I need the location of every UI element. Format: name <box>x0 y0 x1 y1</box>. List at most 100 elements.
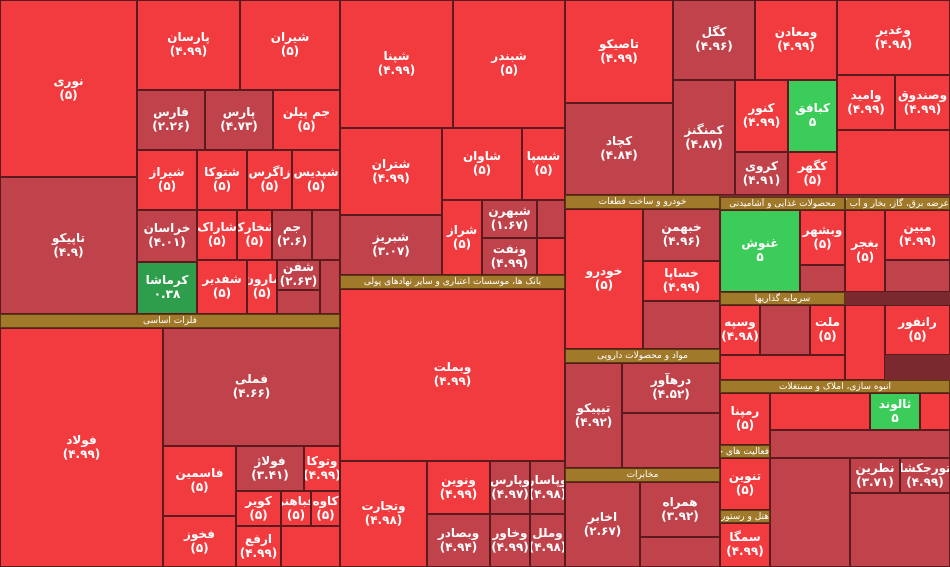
tile-name: کرماشا <box>145 273 189 288</box>
tile-name: شخارک <box>238 220 271 235</box>
tile-name: ملت <box>814 315 841 330</box>
tile-name: درهآور <box>650 373 692 388</box>
tile: فملی (۴.۶۶) <box>163 328 340 446</box>
tile: بغجر (۵) <box>845 210 885 292</box>
tile-label: (۲.۶) <box>276 234 308 248</box>
tile: فارس (۲.۲۶) <box>137 90 205 150</box>
tile-label: (۵) <box>280 44 300 58</box>
tile-label: (۵) <box>190 480 209 494</box>
tile-block <box>920 393 950 430</box>
tile-name: ارفع <box>244 531 273 546</box>
tile-name: کویر <box>245 493 272 508</box>
tile-label: (۵) <box>245 234 264 248</box>
tile: کگل (۴.۹۶) <box>673 0 755 80</box>
tile: شیران (۵) <box>240 0 340 90</box>
tile-name: کگهر <box>797 158 828 173</box>
tile: خبهمن (۴.۹۶) <box>643 209 720 261</box>
tile-name: شپنا <box>383 49 410 64</box>
tile: فخوز (۵) <box>163 516 236 567</box>
tile: کمنگنز (۴.۸۷) <box>673 80 735 195</box>
tile-name: وملل <box>532 525 563 540</box>
tile-name: شبندر <box>491 49 527 64</box>
tile: نطرین (۳.۷۱) <box>850 458 900 493</box>
tile-name: مبین <box>903 220 932 235</box>
tile-label: (۵) <box>297 119 316 133</box>
tile-label: (۴.۹۹) <box>742 115 781 129</box>
sector-label: سرمایه گذاریها <box>720 292 845 305</box>
tile-name: ثالوند <box>878 396 912 411</box>
tile-label: (۴.۹۹) <box>372 170 410 185</box>
tile-label: (۴.۹۹) <box>239 545 278 560</box>
tile: کنور (۴.۹۹) <box>735 80 788 152</box>
sector-label: مواد و محصولات دارویی <box>565 349 720 363</box>
tile: وبشهر (۵) <box>800 210 845 265</box>
tile-label: (۳.۹۲) <box>661 508 699 523</box>
tile: وبملت (۴.۹۹) <box>340 289 565 461</box>
tile-block <box>770 393 870 430</box>
tile-name: کچاد <box>605 134 633 149</box>
tile-label: (۳.۴۱) <box>251 467 289 482</box>
tile: تاصیکو (۴.۹۹) <box>565 0 673 103</box>
tile-label: (۵) <box>207 234 227 248</box>
tile-name: زاگرس <box>248 165 291 180</box>
sector-label: محصولات غذایی و آشامیدنی <box>720 197 845 210</box>
tile-label: (۴.۹۹) <box>491 539 529 554</box>
tile: کچاد (۴.۸۴) <box>565 103 673 195</box>
tile-block <box>770 458 850 567</box>
tile-label: (۵) <box>472 163 492 177</box>
tile-name: خودرو <box>585 264 623 279</box>
tile: شراز (۵) <box>442 200 482 275</box>
tile: شاراک (۵) <box>197 210 237 260</box>
tile-label: (۴.۹۲) <box>574 414 613 429</box>
tile: غنوش ۵ <box>720 210 800 292</box>
tile: پارس (۴.۷۳) <box>205 90 273 150</box>
tile-block <box>720 355 845 380</box>
tile-label: ۵ <box>756 250 764 264</box>
sector-label: خودرو و ساخت قطعات <box>565 195 720 209</box>
tile: خساپا (۴.۹۹) <box>643 261 720 301</box>
tile-name: خراسان <box>143 221 191 236</box>
tile-label: (۴.۹۸) <box>721 329 759 343</box>
tile-label: (۲.۲۶) <box>152 119 190 133</box>
tile-label: (۴.۹۱) <box>742 172 781 187</box>
tile: وغدیر (۴.۹۸) <box>837 0 950 75</box>
tile-label: (۴.۹۷) <box>491 486 529 501</box>
tile-label: (۵) <box>452 236 472 251</box>
tile-label: (۳.۰۷) <box>372 244 410 258</box>
tile-label: (۴.۹۹) <box>898 234 937 248</box>
tile-label: (۴.۶۶) <box>232 386 271 400</box>
tile-label: (۵) <box>212 286 232 300</box>
tile-block <box>537 200 565 238</box>
tile-label: (۵) <box>190 540 209 555</box>
tile: کبافق ۵ <box>788 80 837 152</box>
tile-name: پارسان <box>167 30 210 45</box>
sector-label: عرضه برق، گاز، بخار و آب گرم <box>845 197 950 210</box>
tile-name: کروی <box>745 158 778 173</box>
tile-name: وخاور <box>492 525 528 540</box>
tile-name: غنوش <box>741 236 779 251</box>
tile: ونوین (۴.۹۹) <box>427 461 490 514</box>
tile-name: تنوین <box>728 469 762 484</box>
tile-label: (۴.۹۹) <box>304 467 340 482</box>
tile-block <box>312 210 340 260</box>
tile-block <box>643 301 720 349</box>
tile-name: کاوه <box>312 493 339 508</box>
tile: شفدیر (۵) <box>197 260 247 314</box>
tile-label: (۴.۹۹) <box>906 474 944 489</box>
tile-label: (۴.۹۹) <box>903 101 942 116</box>
tile-block <box>837 130 950 195</box>
sector-label: انبوه سازی، املاک و مستغلات <box>720 380 950 393</box>
tile-name: وامید <box>850 87 882 102</box>
tile-name: جم پیلن <box>282 105 331 120</box>
tile-label: (۵) <box>59 87 78 102</box>
tile-block <box>622 413 720 468</box>
tile-name: وپارس <box>490 472 530 487</box>
tile-name: شبریز <box>372 230 410 245</box>
tile-label: (۵) <box>260 179 279 193</box>
tile-name: شیراز <box>149 165 185 180</box>
tile: خراسان (۴.۰۱) <box>137 210 197 262</box>
tile-name: تاصیکو <box>598 36 639 51</box>
tile: فاسمین (۵) <box>163 446 236 516</box>
tile: فولاد (۴.۹۹) <box>0 328 163 567</box>
